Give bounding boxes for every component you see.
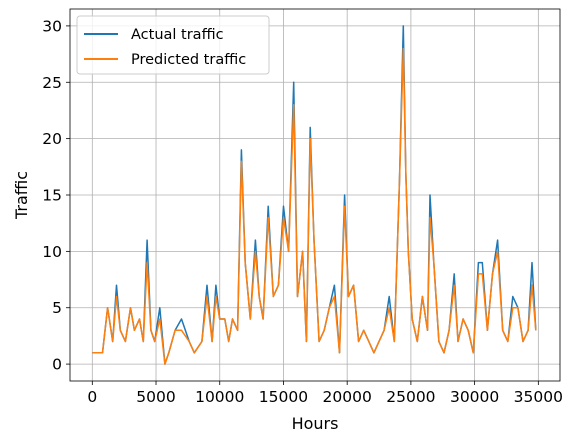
y-tick-label: 25 xyxy=(42,74,62,92)
y-tick-label: 20 xyxy=(42,130,62,148)
y-tick-label: 5 xyxy=(52,299,62,317)
x-tick-label: 10000 xyxy=(195,388,244,406)
x-axis-label: Hours xyxy=(292,414,339,433)
y-axis-ticks: 0 5 10 15 20 25 30 xyxy=(42,17,70,374)
x-tick-label: 25000 xyxy=(386,388,435,406)
legend-entry-predicted: Predicted traffic xyxy=(131,52,246,68)
legend-entry-actual: Actual traffic xyxy=(131,27,224,43)
y-axis-label: Traffic xyxy=(12,171,31,220)
series-line-predicted xyxy=(92,47,537,365)
x-tick-label: 30000 xyxy=(450,388,499,406)
grid-lines xyxy=(70,9,560,381)
x-tick-label: 35000 xyxy=(514,388,563,406)
y-tick-label: 15 xyxy=(42,187,62,205)
x-tick-label: 0 xyxy=(87,388,97,406)
x-tick-label: 15000 xyxy=(259,388,308,406)
x-axis-ticks: 0 5000 10000 15000 20000 25000 30000 35000 xyxy=(87,381,563,406)
x-tick-label: 5000 xyxy=(136,388,175,406)
y-tick-label: 0 xyxy=(52,356,62,374)
legend: Actual traffic Predicted traffic xyxy=(76,15,270,75)
legend-box xyxy=(76,15,270,75)
plot-area xyxy=(92,25,537,365)
y-tick-label: 30 xyxy=(42,17,62,35)
y-tick-label: 10 xyxy=(42,243,62,261)
x-tick-label: 20000 xyxy=(323,388,372,406)
